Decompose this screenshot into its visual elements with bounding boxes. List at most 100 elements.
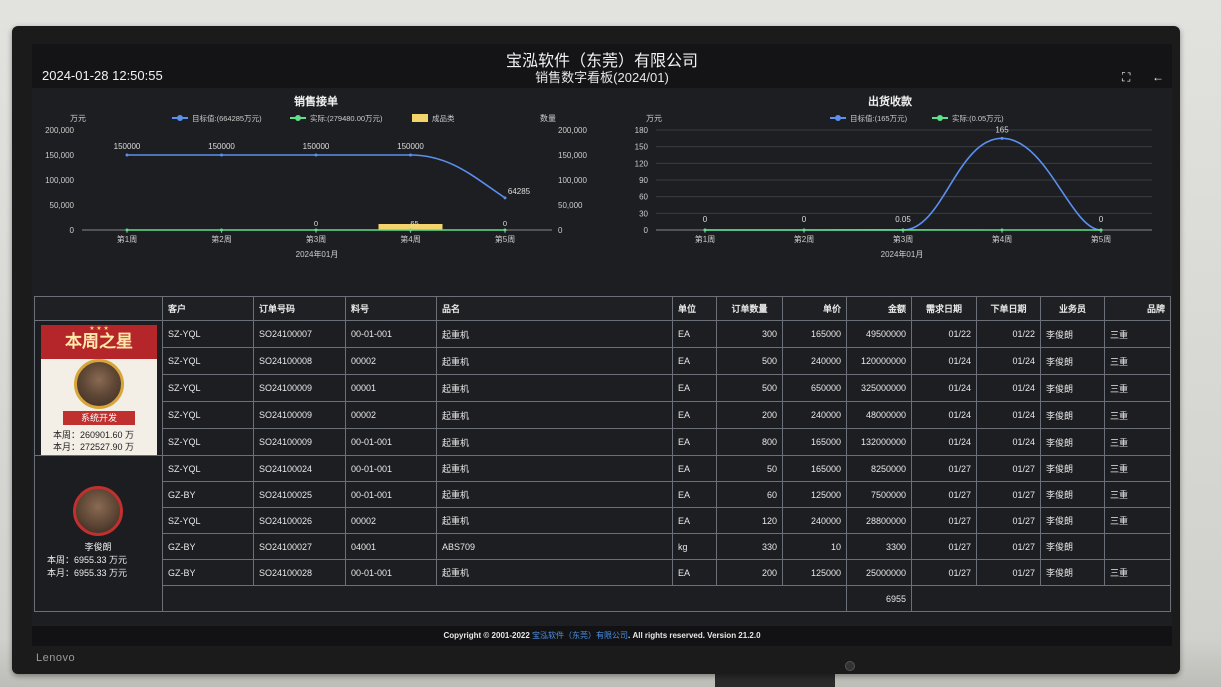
table-row[interactable]: SZ-YQL SO24100026 00002 起重机 EA 120 240000 28800… — [35, 507, 1171, 534]
cell-brand: 三重 — [1104, 455, 1171, 482]
header-part-no: 料号 — [345, 296, 437, 321]
cell-unit: EA — [672, 320, 717, 348]
header-order-no: 订单号码 — [253, 296, 346, 321]
header-customer: 客户 — [162, 296, 254, 321]
star-of-week-card: 本周之星 ★ ★ ★ 系统开发 本周：260901.60 万本月：272527.90 … — [41, 325, 157, 455]
cell-product-name: 起重机 — [436, 347, 673, 375]
point-actual — [703, 228, 707, 232]
table-row[interactable]: GZ-BY SO24100025 00-01-001 起重机 EA 60 125000 750… — [35, 481, 1171, 508]
cell-quantity: 500 — [716, 374, 783, 402]
table-row[interactable]: SZ-YQL SO24100009 00002 起重机 EA 200 240000 48000… — [35, 401, 1171, 429]
footer-company-link[interactable]: 宝泓软件（东莞）有限公司 — [532, 631, 629, 640]
cell-amount: 132000000 — [846, 428, 912, 456]
header-brand: 品牌 — [1104, 296, 1171, 321]
cell-quantity: 330 — [716, 533, 783, 560]
table-row[interactable]: GZ-BY SO24100028 00-01-001 起重机 EA 200 125000 25… — [35, 559, 1171, 586]
orders-table-wrap: 客户 订单号码 料号 品名 单位 订单数量 单价 金额 需求日期 下单日期 业务… — [34, 296, 1171, 612]
legend-bar-swatch — [412, 114, 428, 122]
header-product-name: 品名 — [436, 296, 673, 321]
cell-order-date: 01/24 — [976, 374, 1041, 402]
cell-unit: EA — [672, 401, 717, 429]
cell-order-date: 01/27 — [976, 559, 1041, 586]
cell-required-date: 01/24 — [911, 401, 977, 429]
data-label-target: 165 — [995, 125, 1009, 134]
x-tick-label: 第2周 — [211, 234, 231, 244]
cell-quantity: 60 — [716, 481, 783, 508]
table-row[interactable]: 本周之星 ★ ★ ★ 系统开发 本周：260901.60 万本月：272527.90 … — [34, 320, 1171, 456]
cell-customer: SZ-YQL — [162, 428, 254, 456]
table-row[interactable]: GZ-BY SO24100027 04001 ABS709 kg 330 10 3300 01/… — [35, 533, 1171, 560]
cell-amount: 325000000 — [846, 374, 912, 402]
point-target — [409, 153, 412, 157]
cell-part-no: 00-01-001 — [345, 559, 437, 586]
y-tick-label-left: 150,000 — [45, 151, 74, 160]
x-tick-label: 第2周 — [794, 234, 814, 244]
star-of-week-cell: 本周之星 ★ ★ ★ 系统开发 本周：260901.60 万本月：272527.90 … — [34, 320, 163, 456]
cell-customer: SZ-YQL — [162, 347, 254, 375]
y-tick-label: 120 — [635, 159, 649, 168]
expand-icon[interactable]: ⛶ — [1122, 70, 1131, 84]
cell-part-no: 04001 — [345, 533, 437, 560]
point-actual — [125, 228, 129, 232]
cell-required-date: 01/27 — [911, 481, 977, 508]
cell-quantity: 50 — [716, 455, 783, 482]
cell-unit-price: 650000 — [782, 374, 847, 402]
x-tick-label: 第3周 — [893, 234, 913, 244]
cell-unit: kg — [672, 533, 717, 560]
cell-order-no: SO24100009 — [253, 401, 346, 429]
y-axis-label-right: 数量 — [540, 113, 556, 123]
salesperson-name: 李俊朗 — [84, 542, 112, 552]
cell-brand: 三重 — [1104, 374, 1171, 402]
cell-brand: 三重 — [1104, 320, 1171, 348]
legend-label: 实际:(0.05万元) — [952, 113, 1004, 123]
cell-order-no: SO24100009 — [253, 374, 346, 402]
cell-part-no: 00002 — [345, 401, 437, 429]
y-tick-label-left: 200,000 — [45, 126, 74, 135]
y-axis-label: 万元 — [646, 114, 662, 123]
table-row[interactable]: SZ-YQL SO24100008 00002 起重机 EA 500 240000 12000… — [35, 347, 1171, 375]
salesperson-avatar — [73, 486, 123, 536]
cell-order-date: 01/27 — [976, 481, 1041, 508]
point-actual — [220, 228, 223, 232]
cell-order-date: 01/22 — [976, 320, 1041, 348]
back-arrow-icon[interactable]: ← — [1152, 70, 1164, 84]
cell-order-no: SO24100009 — [253, 428, 346, 456]
star-photo-avatar — [74, 359, 124, 409]
table-row[interactable]: SZ-YQL SO24100009 00001 起重机 EA 500 650000 32500… — [35, 374, 1171, 402]
x-tick-label: 第4周 — [400, 234, 420, 244]
company-name: 宝泓软件（东莞）有限公司 — [505, 53, 698, 70]
cell-brand: 三重 — [1104, 507, 1171, 534]
table-row[interactable]: SZ-YQL SO24100009 00-01-001 起重机 EA 800 165000 1… — [35, 428, 1171, 456]
point-target — [503, 196, 507, 200]
point-actual — [901, 228, 905, 232]
chart-title-shipment-collection: 出货收款 — [868, 96, 912, 108]
x-tick-label: 第4周 — [992, 234, 1012, 244]
monitor-brand-logo: Lenovo — [36, 652, 76, 664]
cell-brand: 三重 — [1104, 559, 1171, 586]
cell-order-date: 01/27 — [976, 455, 1041, 482]
cell-quantity: 200 — [716, 401, 783, 429]
data-label-target: 0 — [802, 215, 807, 224]
cell-unit: EA — [672, 347, 717, 375]
cell-salesperson: 李俊朗 — [1040, 507, 1105, 534]
cell-part-no: 00-01-001 — [345, 428, 437, 456]
cell-brand: 三重 — [1104, 428, 1171, 456]
current-datetime: 2024-01-28 12:50:55 — [42, 68, 163, 83]
header-salesperson: 业务员 — [1040, 296, 1105, 321]
cell-required-date: 01/27 — [911, 507, 977, 534]
cell-salesperson: 李俊朗 — [1040, 481, 1105, 508]
cell-order-no: SO24100008 — [253, 347, 346, 375]
power-button[interactable] — [845, 661, 855, 671]
cell-unit-price: 125000 — [782, 481, 847, 508]
star-month-amount: 本月：272527.90 万 — [53, 442, 135, 452]
data-label-target: 150000 — [208, 142, 235, 151]
chart-title-sales-orders: 销售接单 — [294, 96, 338, 108]
cell-amount: 120000000 — [846, 347, 912, 375]
footer-version: 21.2.0 — [736, 631, 761, 640]
point-actual — [314, 228, 318, 232]
data-label-actual: 0 — [314, 219, 318, 228]
footer-version-label: Version — [707, 631, 737, 640]
y-tick-label-left: 100,000 — [45, 176, 74, 185]
cell-part-no: 00-01-001 — [345, 481, 437, 508]
table-row[interactable]: 李俊朗 本周：6955.33 万元 本月：6955.33 万元 SZ-YQL SO241… — [34, 455, 1171, 612]
